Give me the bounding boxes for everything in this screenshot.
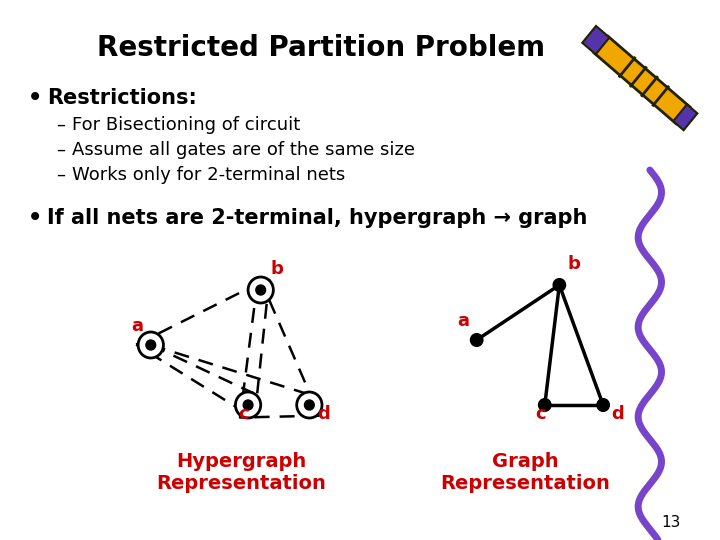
Text: •: •	[27, 204, 43, 232]
Text: a: a	[457, 312, 469, 330]
Circle shape	[256, 285, 266, 295]
Circle shape	[539, 399, 551, 411]
Text: –: –	[56, 141, 66, 159]
Circle shape	[235, 392, 261, 418]
Polygon shape	[673, 104, 698, 130]
Text: Restricted Partition Problem: Restricted Partition Problem	[97, 34, 545, 62]
Text: If all nets are 2-terminal, hypergraph → graph: If all nets are 2-terminal, hypergraph →…	[47, 208, 587, 228]
Text: –: –	[56, 166, 66, 184]
Circle shape	[146, 340, 156, 350]
Text: –: –	[56, 116, 66, 134]
Circle shape	[243, 400, 253, 410]
Text: d: d	[611, 405, 624, 423]
Circle shape	[554, 279, 565, 291]
Text: c: c	[535, 405, 546, 423]
Circle shape	[305, 400, 314, 410]
Text: b: b	[567, 255, 580, 273]
Text: Graph
Representation: Graph Representation	[441, 452, 611, 493]
Text: d: d	[317, 405, 330, 423]
Circle shape	[598, 399, 609, 411]
Text: b: b	[271, 260, 283, 278]
Text: c: c	[238, 405, 249, 423]
Polygon shape	[582, 26, 609, 55]
Text: Works only for 2-terminal nets: Works only for 2-terminal nets	[72, 166, 345, 184]
Circle shape	[471, 334, 482, 346]
Text: Restrictions:: Restrictions:	[47, 88, 197, 108]
Text: 13: 13	[662, 515, 681, 530]
Circle shape	[248, 277, 274, 303]
Text: •: •	[27, 84, 43, 112]
Text: a: a	[131, 317, 143, 335]
Polygon shape	[594, 36, 690, 124]
Text: For Bisectioning of circuit: For Bisectioning of circuit	[72, 116, 300, 134]
Circle shape	[138, 332, 163, 358]
Text: Hypergraph
Representation: Hypergraph Representation	[156, 452, 326, 493]
Text: Assume all gates are of the same size: Assume all gates are of the same size	[72, 141, 415, 159]
Circle shape	[297, 392, 322, 418]
